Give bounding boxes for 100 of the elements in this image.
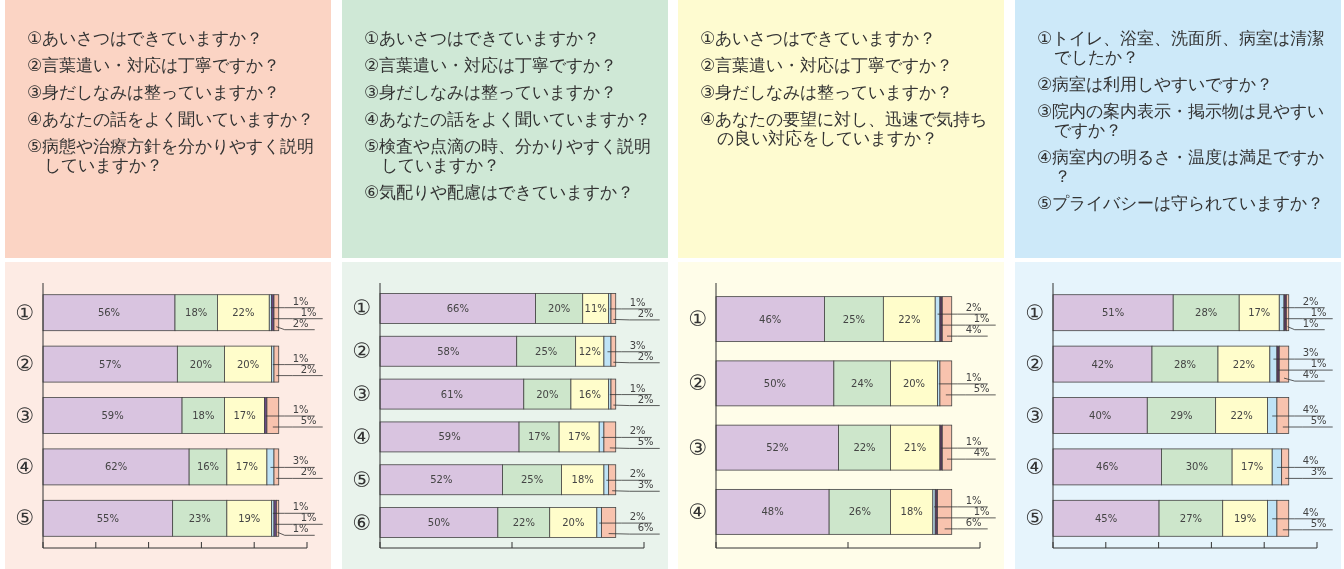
data-label: 2% — [292, 317, 309, 329]
data-label: 1% — [292, 523, 309, 535]
data-label: 18% — [900, 506, 923, 518]
data-label: 18% — [185, 307, 208, 319]
y-tick-label: ① — [688, 307, 708, 332]
data-label: 20% — [562, 517, 585, 529]
y-tick-label: ⑤ — [1025, 506, 1045, 531]
data-label: 56% — [97, 307, 121, 319]
data-label: 42% — [1091, 358, 1114, 370]
bar — [939, 360, 953, 407]
data-label: 22% — [512, 517, 535, 529]
text: ④あなたの話をよく聞いていますか？ — [27, 109, 315, 129]
y-tick-label: ② — [352, 339, 372, 364]
y-tick-label: ① — [1025, 300, 1045, 325]
text: ②言葉遣い・対応は丁寧ですか？ — [700, 55, 954, 75]
data-label: 17% — [568, 431, 591, 443]
data-label: 25% — [520, 474, 544, 486]
data-label: 40% — [1089, 410, 1112, 421]
bar — [937, 488, 953, 535]
data-label: 48% — [761, 506, 784, 518]
data-label: 2% — [637, 393, 654, 405]
data-label: 20% — [189, 358, 213, 370]
text: ③身だしなみは整っていますか？ — [27, 82, 281, 102]
y-tick-label: ③ — [1025, 403, 1045, 428]
y-tick-label: ② — [1025, 352, 1045, 377]
data-label: 1% — [629, 382, 646, 394]
data-label: 20% — [902, 377, 926, 389]
data-label: 1% — [292, 352, 309, 364]
data-label: 20% — [548, 302, 571, 314]
text: ③身だしなみは整っていますか？ — [364, 82, 618, 102]
data-label: 25% — [535, 345, 558, 357]
text: ①トイレ、浴室、洗面所、病室は清潔でしたか？ — [1037, 28, 1325, 67]
data-label: 1% — [292, 295, 309, 307]
text: ③院内の案内表示・掲示物は見やすいですか？ — [1037, 101, 1325, 140]
data-label: 11% — [584, 302, 607, 314]
data-label: 24% — [851, 377, 874, 389]
data-label: 22% — [898, 313, 921, 325]
data-label: 4% — [1302, 404, 1319, 415]
data-label: 22% — [232, 307, 255, 319]
data-label: 1% — [965, 494, 982, 506]
text: ②言葉遣い・対応は丁寧ですか？ — [364, 55, 618, 75]
data-label: 1% — [292, 404, 309, 415]
text: ②病室は利用しやすいですか？ — [1037, 74, 1274, 94]
text: ②言葉遣い・対応は丁寧ですか？ — [27, 55, 281, 75]
data-label: 2% — [637, 307, 654, 319]
data-label: 3% — [1302, 347, 1319, 359]
y-tick-label: ⑤ — [352, 467, 372, 492]
y-tick-label: ④ — [15, 454, 35, 479]
data-label: 5% — [973, 382, 990, 394]
text: ⑤病態や治療方針を分かりやすく説明していますか？ — [27, 136, 315, 175]
data-label: 19% — [238, 512, 261, 524]
data-label: 57% — [99, 358, 122, 370]
data-label: 50% — [427, 517, 451, 529]
data-label: 59% — [438, 431, 461, 443]
bar — [610, 378, 617, 410]
data-label: 4% — [1302, 369, 1319, 381]
data-label: 6% — [965, 516, 982, 528]
data-label: 21% — [904, 442, 927, 454]
data-label: 1% — [965, 436, 982, 448]
data-label: 26% — [848, 506, 871, 518]
data-label: 18% — [571, 474, 594, 486]
bar — [941, 424, 953, 471]
data-label: 17% — [1241, 461, 1264, 473]
data-label: 52% — [430, 474, 453, 486]
data-label: 18% — [192, 410, 215, 421]
data-label: 1% — [1302, 317, 1319, 329]
data-label: 1% — [973, 313, 990, 325]
y-tick-label: ⑤ — [15, 506, 35, 531]
data-label: 3% — [1310, 466, 1327, 478]
data-label: 2% — [637, 350, 654, 362]
data-label: 58% — [437, 345, 460, 357]
data-label: 1% — [292, 501, 309, 513]
data-label: 4% — [965, 324, 982, 336]
text: ①あいさつはできていますか？ — [700, 28, 937, 48]
data-label: 25% — [842, 313, 866, 325]
data-label: 3% — [292, 455, 309, 467]
data-label: 5% — [300, 415, 317, 426]
data-label: 3% — [629, 339, 646, 351]
data-label: 4% — [1302, 455, 1319, 467]
data-label: 1% — [1310, 358, 1327, 370]
data-label: 2% — [300, 363, 317, 375]
text: ⑥気配りや配慮はできていますか？ — [364, 182, 635, 202]
data-label: 2% — [965, 302, 982, 314]
data-label: 27% — [1179, 512, 1203, 524]
data-label: 16% — [196, 461, 220, 473]
data-label: 2% — [629, 425, 646, 437]
y-tick-label: ④ — [1025, 454, 1045, 479]
data-label: 51% — [1101, 307, 1125, 319]
data-label: 2% — [629, 468, 646, 480]
data-label: 19% — [1233, 512, 1257, 524]
y-tick-label: ② — [15, 352, 35, 377]
data-label: 4% — [973, 447, 990, 459]
data-label: 62% — [104, 461, 128, 473]
data-label: 46% — [1096, 461, 1119, 473]
data-label: 46% — [759, 313, 782, 325]
y-tick-label: ② — [688, 371, 708, 396]
data-label: 28% — [1173, 358, 1197, 370]
data-label: 5% — [637, 436, 654, 448]
data-label: 17% — [527, 431, 551, 443]
bar — [273, 345, 280, 383]
